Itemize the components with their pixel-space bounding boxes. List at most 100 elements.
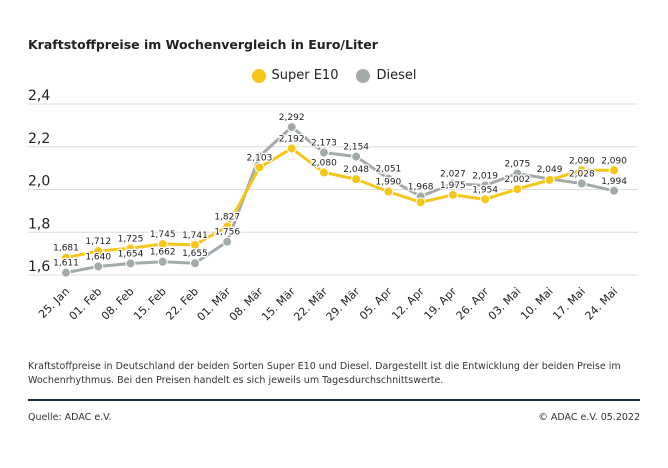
data-point	[93, 246, 104, 257]
data-label: 2,192	[279, 134, 305, 144]
data-label: 1,611	[53, 259, 79, 269]
data-point	[609, 165, 620, 176]
x-tick-label: 05. Apr	[357, 285, 395, 323]
data-label: 2,048	[343, 165, 369, 175]
x-tick-label: 22. Feb	[163, 285, 201, 323]
data-label: 2,027	[440, 170, 466, 180]
data-point	[351, 151, 362, 162]
data-label: 1,712	[85, 237, 111, 247]
x-tick-label: 08. Feb	[99, 285, 137, 323]
data-label: 1,954	[472, 185, 498, 195]
legend-label: Super E10	[271, 68, 339, 83]
data-point	[93, 261, 104, 272]
data-point	[157, 239, 168, 250]
data-label: 2,049	[537, 165, 563, 175]
data-point	[351, 174, 362, 185]
data-point	[447, 178, 458, 189]
data-label: 2,090	[569, 156, 595, 166]
data-label: 2,154	[343, 143, 369, 153]
data-label: 1,827	[214, 212, 240, 222]
legend-item-diesel: Diesel	[356, 68, 417, 83]
data-point	[189, 258, 200, 269]
data-point	[383, 173, 394, 184]
x-tick-label: 29. Mär	[324, 285, 363, 324]
data-point	[254, 162, 265, 173]
data-point	[512, 184, 523, 195]
series-line-diesel	[65, 125, 615, 275]
x-tick-label: 15. Feb	[131, 285, 169, 323]
y-tick-label: 2,4	[28, 88, 50, 104]
data-label: 1,968	[408, 182, 434, 192]
data-label: 2,075	[504, 159, 530, 169]
data-point	[544, 174, 555, 185]
data-point	[189, 239, 200, 250]
legend: Super E10 Diesel	[0, 68, 668, 83]
x-tick-label: 22. Mär	[291, 285, 330, 324]
data-label: 1,745	[150, 230, 176, 240]
legend-marker-diesel	[356, 68, 371, 83]
data-point	[222, 221, 233, 232]
copyright: © ADAC e.V. 05.2022	[538, 412, 640, 423]
x-tick-label: 12. Apr	[389, 285, 427, 323]
data-label: 1,662	[150, 248, 176, 258]
data-label: 1,681	[53, 244, 79, 254]
y-tick-label: 1,8	[28, 216, 50, 232]
data-point	[125, 243, 136, 254]
data-label: 1,654	[118, 249, 144, 259]
x-tick-label: 26. Apr	[454, 285, 492, 323]
data-point	[415, 197, 426, 208]
data-label: 1,990	[376, 178, 402, 188]
data-point	[383, 186, 394, 197]
data-label: 2,292	[279, 113, 305, 123]
data-point	[576, 165, 587, 176]
legend-item-super-e10: Super E10	[251, 68, 339, 83]
x-tick-label: 08. Mär	[227, 285, 266, 324]
legend-marker-super-e10	[251, 68, 266, 83]
data-label: 2,080	[311, 158, 337, 168]
data-label: 2,103	[247, 153, 273, 163]
x-tick-label: 10. Mai	[518, 285, 556, 323]
x-tick-label: 25. Jan	[36, 285, 72, 321]
source: Quelle: ADAC e.V.	[28, 412, 112, 423]
x-tick-label: 17. Mai	[550, 285, 588, 323]
data-label: 1,756	[214, 228, 240, 238]
series-line-super-e10	[65, 146, 615, 260]
x-tick-label: 24. Mai	[583, 285, 621, 323]
data-point	[125, 258, 136, 269]
y-tick-label: 1,6	[28, 259, 50, 275]
data-point	[576, 178, 587, 189]
divider	[28, 399, 640, 401]
x-tick-label: 01. Mär	[195, 285, 234, 324]
x-tick-label: 15. Mär	[259, 285, 298, 324]
data-label: 2,028	[569, 170, 595, 180]
data-point	[61, 267, 71, 278]
data-label: 1,640	[85, 252, 111, 262]
data-label: 2,090	[601, 156, 627, 166]
data-point	[286, 143, 297, 154]
y-tick-label: 2,2	[28, 131, 50, 147]
data-label: 1,655	[182, 249, 208, 259]
data-point	[286, 122, 297, 133]
data-point	[512, 168, 523, 179]
data-label: 2,002	[504, 175, 530, 185]
chart-title: Kraftstoffpreise im Wochenvergleich in E…	[28, 37, 378, 52]
data-label: 1,994	[601, 177, 627, 187]
data-label: 2,173	[311, 139, 337, 149]
data-point	[222, 236, 233, 247]
data-label: 1,741	[182, 231, 208, 241]
data-point	[61, 252, 71, 263]
x-tick-label: 01. Feb	[67, 285, 105, 323]
legend-label: Diesel	[376, 68, 417, 83]
data-point	[318, 147, 329, 158]
x-tick-label: 03. Mai	[486, 285, 524, 323]
data-label: 2,051	[376, 165, 402, 175]
x-tick-label: 19. Apr	[422, 285, 460, 323]
data-point	[609, 185, 620, 196]
data-point	[480, 194, 491, 205]
data-label: 1,725	[118, 234, 144, 244]
data-point	[254, 151, 265, 162]
data-point	[480, 180, 491, 191]
data-point	[318, 167, 329, 178]
data-label: 2,019	[472, 171, 498, 181]
